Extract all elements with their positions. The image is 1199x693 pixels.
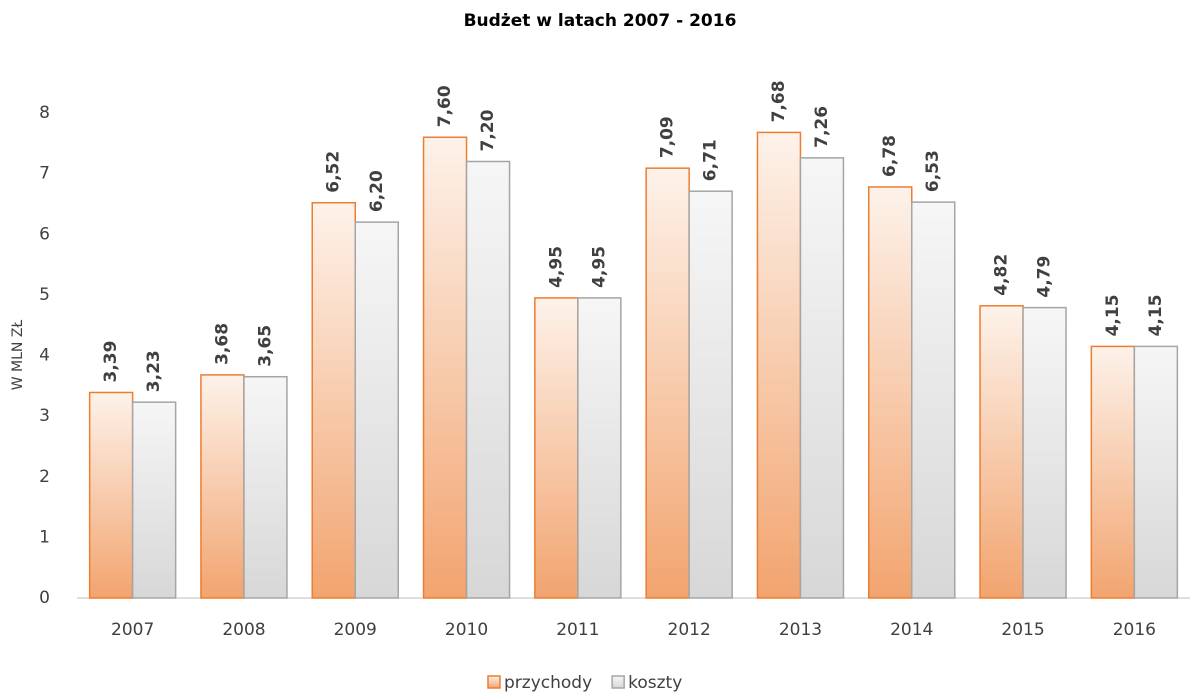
legend-swatch [487,675,501,689]
y-tick-label: 3 [39,406,50,426]
x-tick-label: 2007 [111,620,154,640]
bar [354,221,399,599]
value-label: 4,95 [589,246,609,288]
bar [311,201,356,599]
bar [465,160,511,599]
value-label: 6,53 [923,150,943,192]
bar [243,375,288,599]
legend-label: koszty [628,673,682,693]
bar [200,374,245,599]
bar [799,157,845,599]
value-label: 7,20 [478,109,498,151]
bar [577,297,622,599]
x-tick-label: 2010 [445,620,488,640]
x-tick-label: 2013 [779,620,822,640]
value-label: 4,95 [546,246,566,288]
value-label: 6,71 [701,139,721,181]
x-tick-label: 2014 [890,620,933,640]
y-tick-label: 0 [39,588,50,608]
bar [131,401,177,599]
value-label: 3,23 [144,350,164,392]
bar [88,391,134,599]
value-label: 7,26 [812,106,832,148]
bar [688,190,733,599]
legend-label: przychody [504,673,592,693]
x-tick-label: 2009 [334,620,377,640]
bar [422,136,468,599]
x-tick-label: 2015 [1001,620,1044,640]
bar [645,167,690,599]
bar [979,305,1024,599]
y-tick-label: 4 [39,346,50,366]
bar [1133,345,1179,599]
y-tick-label: 7 [39,164,50,184]
chart-title: Budżet w latach 2007 - 2016 [464,11,737,31]
value-label: 7,60 [435,85,455,127]
value-label: 3,65 [255,325,275,367]
value-label: 3,39 [101,341,121,383]
y-tick-label: 8 [39,103,50,123]
legend-swatch [611,675,625,689]
x-tick-label: 2016 [1113,620,1156,640]
y-tick-label: 5 [39,285,50,305]
bar [868,186,913,599]
bar [911,201,956,599]
bar [534,297,579,599]
value-label: 6,20 [367,170,387,212]
x-tick-label: 2011 [556,620,599,640]
y-axis-label: W MLN ZŁ [10,320,26,391]
value-label: 7,09 [658,116,678,158]
value-label: 7,68 [769,80,789,122]
value-label: 4,15 [1146,294,1166,336]
value-label: 4,15 [1103,294,1123,336]
value-label: 6,78 [880,135,900,177]
value-label: 6,52 [324,151,344,193]
bar [1090,345,1136,599]
bar [1022,306,1067,599]
x-tick-label: 2012 [668,620,711,640]
value-label: 4,82 [992,254,1012,296]
value-label: 3,68 [212,323,232,365]
x-tick-label: 2008 [222,620,265,640]
bar [756,131,802,599]
y-tick-label: 6 [39,224,50,244]
y-tick-label: 2 [39,467,50,487]
y-tick-label: 1 [39,527,50,547]
value-label: 4,79 [1035,256,1055,298]
